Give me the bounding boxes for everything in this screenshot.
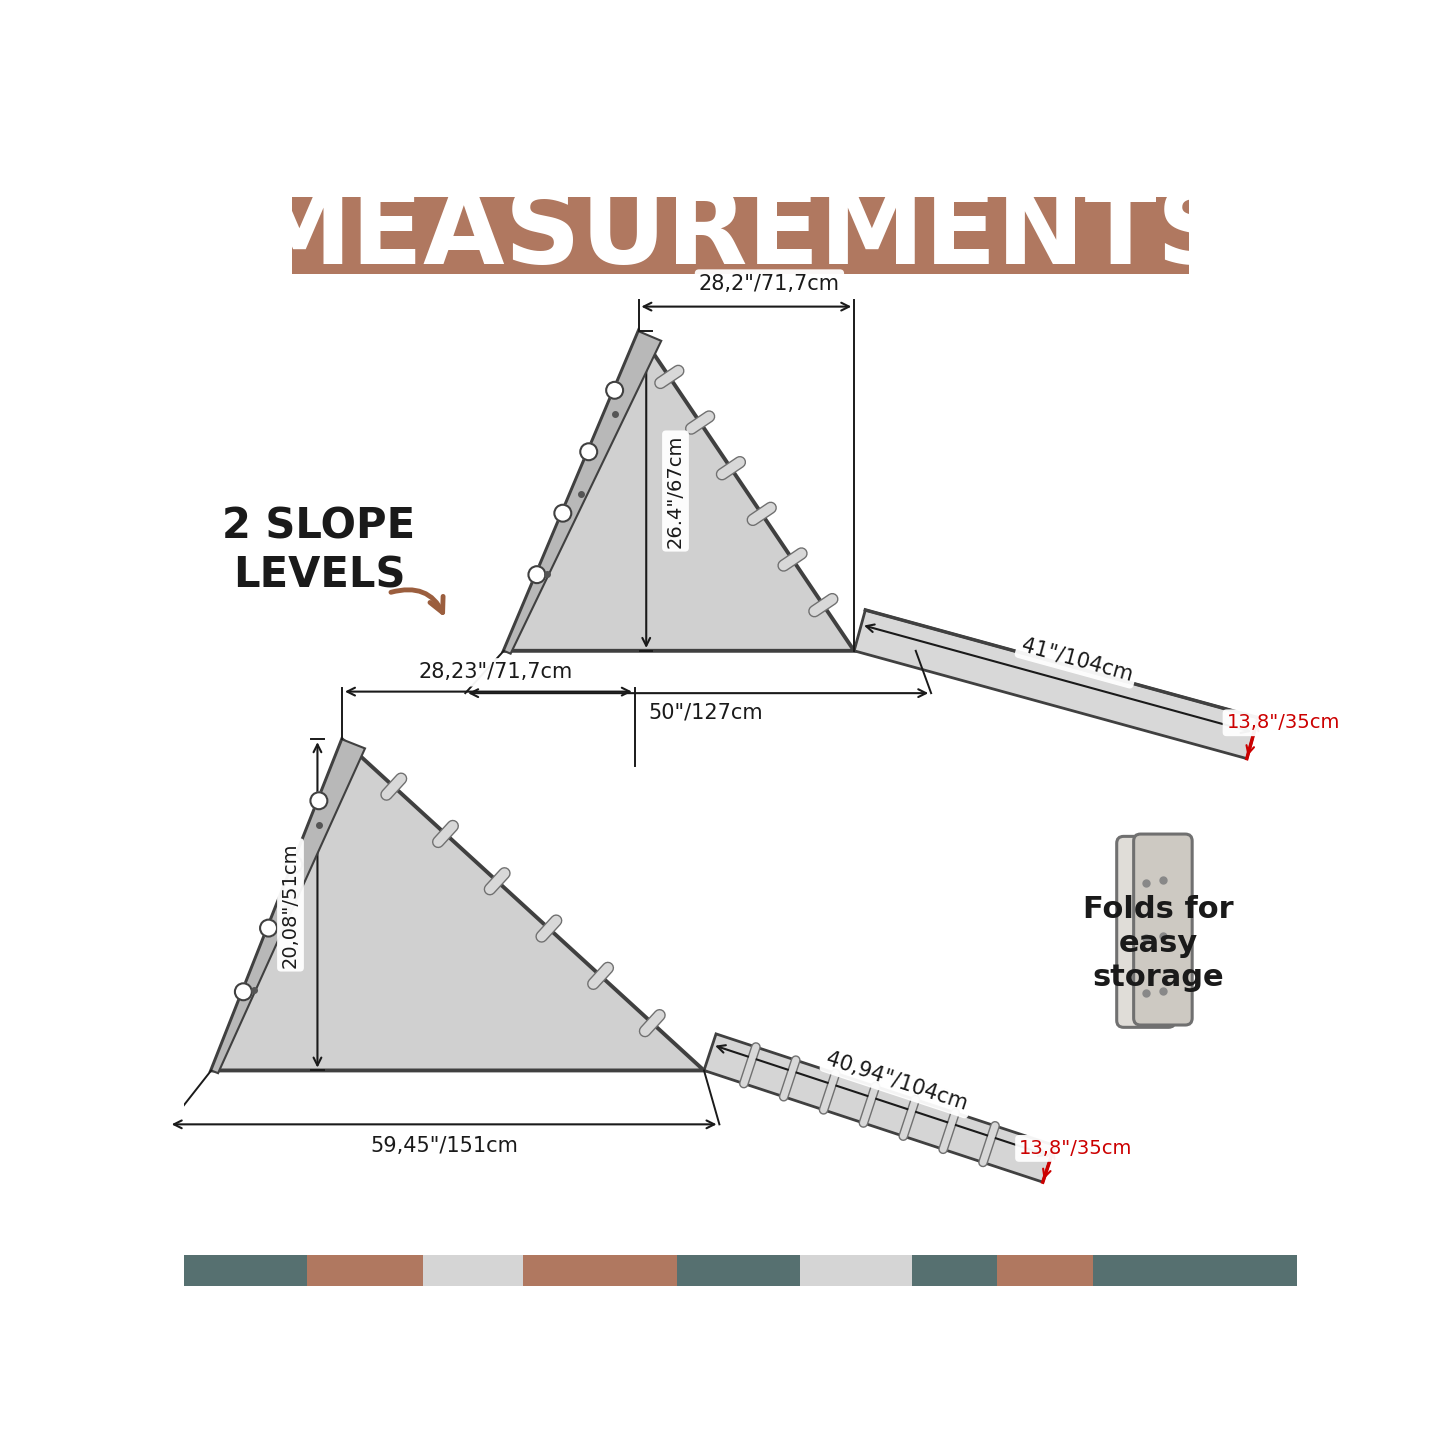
- Circle shape: [529, 566, 545, 584]
- Polygon shape: [704, 1033, 1055, 1182]
- Bar: [678, 1256, 801, 1286]
- Text: 28,2"/71,7cm: 28,2"/71,7cm: [699, 273, 840, 293]
- Text: 2 SLOPE
LEVELS: 2 SLOPE LEVELS: [223, 506, 416, 595]
- Text: 13,8"/35cm: 13,8"/35cm: [1227, 714, 1340, 733]
- Circle shape: [311, 792, 328, 809]
- FancyBboxPatch shape: [1134, 834, 1192, 1025]
- Polygon shape: [504, 331, 662, 653]
- Bar: [308, 1256, 423, 1286]
- Text: 20,08"/51cm: 20,08"/51cm: [280, 842, 301, 968]
- Bar: [1092, 1256, 1298, 1286]
- Circle shape: [260, 919, 277, 936]
- Text: 28,23"/71,7cm: 28,23"/71,7cm: [419, 662, 574, 682]
- Text: 13,8"/35cm: 13,8"/35cm: [1019, 1139, 1133, 1157]
- Polygon shape: [854, 610, 1259, 759]
- Bar: [185, 1256, 308, 1286]
- Circle shape: [285, 855, 302, 873]
- Bar: [423, 1256, 523, 1286]
- Circle shape: [236, 983, 251, 1000]
- Bar: [801, 1256, 912, 1286]
- Circle shape: [581, 444, 597, 460]
- Text: Folds for
easy
storage: Folds for easy storage: [1082, 896, 1234, 991]
- Polygon shape: [211, 740, 704, 1071]
- Circle shape: [555, 504, 571, 522]
- Text: 40,94"/104cm: 40,94"/104cm: [824, 1049, 971, 1114]
- Circle shape: [607, 381, 623, 399]
- Text: 59,45"/151cm: 59,45"/151cm: [370, 1136, 519, 1156]
- Bar: [523, 1256, 678, 1286]
- FancyBboxPatch shape: [1117, 837, 1175, 1027]
- Polygon shape: [504, 331, 854, 650]
- Polygon shape: [211, 740, 366, 1074]
- Text: MEASUREMENTS: MEASUREMENTS: [247, 184, 1234, 286]
- Text: 50"/127cm: 50"/127cm: [649, 702, 763, 722]
- Bar: [997, 1256, 1092, 1286]
- Text: 26.4"/67cm: 26.4"/67cm: [666, 435, 685, 548]
- Text: 41"/104cm: 41"/104cm: [1019, 634, 1134, 685]
- Bar: [292, 197, 1189, 273]
- Bar: [912, 1256, 997, 1286]
